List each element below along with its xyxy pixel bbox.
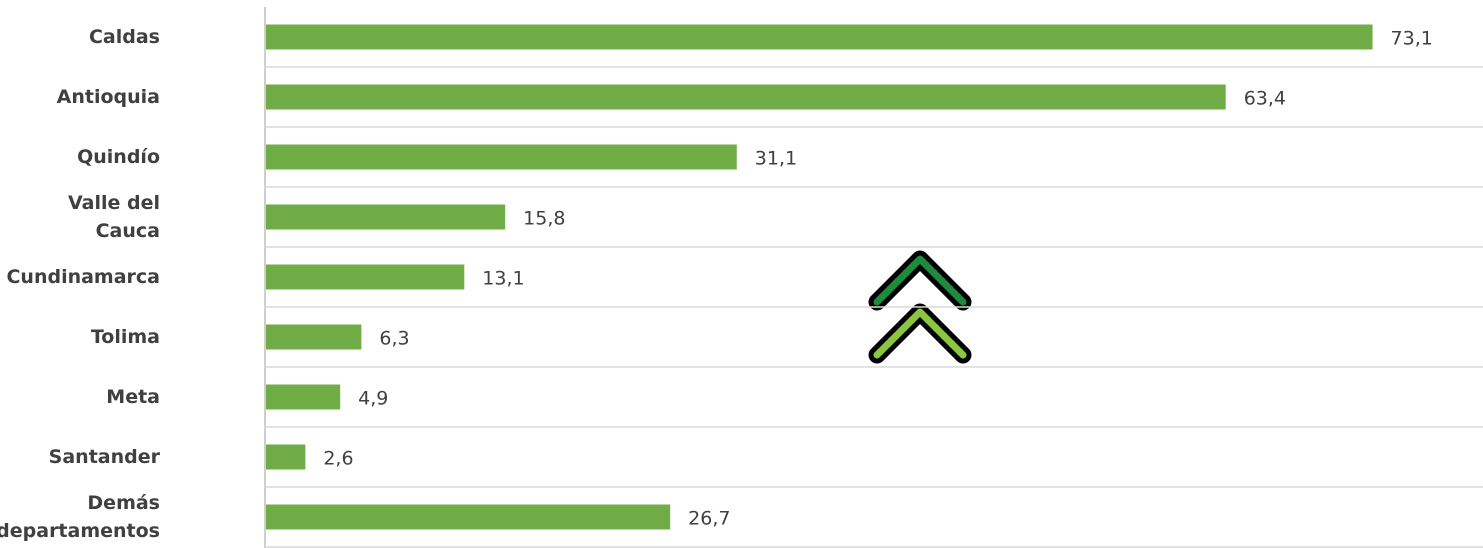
category-label-box: Caldas — [88, 26, 160, 48]
category-label: Santander — [48, 446, 160, 468]
value-label: 2,6 — [323, 448, 353, 470]
bar — [266, 264, 465, 290]
category-label: Demás departamentos — [0, 492, 160, 542]
bar — [266, 84, 1226, 110]
category-label: Quindío — [77, 146, 160, 168]
bar — [266, 324, 362, 350]
bar — [266, 204, 506, 230]
value-label: 63,4 — [1244, 88, 1286, 110]
value-label: 6,3 — [379, 328, 409, 350]
category-label: Caldas — [88, 26, 160, 48]
arrow-icon — [868, 250, 972, 364]
category-label: Tolima — [90, 326, 160, 348]
category-label-box: Demás departamentos — [0, 492, 160, 542]
bar — [266, 24, 1373, 50]
category-label: Cundinamarca — [6, 266, 160, 288]
category-label: Valle del Cauca — [67, 192, 160, 242]
bar — [266, 144, 737, 170]
value-label: 13,1 — [482, 268, 524, 290]
value-label: 31,1 — [755, 148, 797, 170]
bar — [266, 444, 306, 470]
value-label: 15,8 — [523, 208, 565, 230]
value-label: 4,9 — [358, 388, 388, 410]
value-label: 26,7 — [688, 508, 730, 530]
value-label: 73,1 — [1391, 28, 1433, 50]
category-label-box: Santander — [48, 446, 160, 468]
category-label-box: Antioquia — [56, 86, 160, 108]
category-label-box: Tolima — [90, 326, 160, 348]
category-label: Meta — [106, 386, 160, 408]
category-label-box: Meta — [106, 386, 160, 408]
category-label-box: Quindío — [77, 146, 160, 168]
bar — [266, 384, 341, 410]
category-label: Antioquia — [56, 86, 160, 108]
category-label-box: Valle del Cauca — [67, 192, 160, 242]
category-label-box: Cundinamarca — [6, 266, 160, 288]
bar — [266, 504, 671, 530]
